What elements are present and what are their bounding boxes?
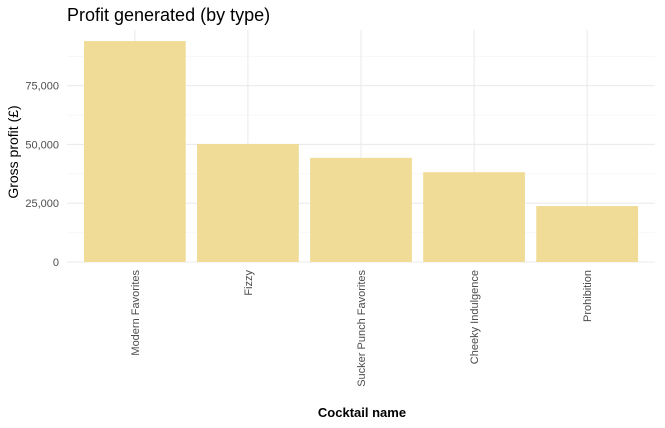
x-tick-label: Cheeky Indulgence: [469, 270, 481, 364]
y-axis-title: Gross profit (£): [5, 105, 21, 198]
x-axis-ticks: Modern Favorites Fizzy Sucker Punch Favori…: [130, 270, 594, 387]
bar: [423, 172, 525, 262]
x-tick-label: Fizzy: [243, 270, 255, 296]
bar-layer: [83, 41, 639, 262]
y-tick-label: 0: [53, 257, 59, 269]
y-tick-label: 50,000: [25, 139, 59, 151]
x-tick-label: Modern Favorites: [130, 270, 142, 356]
bar: [310, 157, 412, 262]
chart-title: Profit generated (by type): [67, 5, 270, 25]
y-tick-label: 75,000: [25, 81, 59, 93]
bar: [536, 206, 639, 262]
x-tick-label: Sucker Punch Favorites: [356, 270, 368, 387]
bar: [197, 144, 299, 262]
x-tick-label: Prohibition: [582, 270, 594, 322]
x-axis-title: Cocktail name: [318, 405, 406, 420]
y-tick-label: 25,000: [25, 198, 59, 210]
y-axis-ticks: 0 25,000 50,000 75,000: [25, 81, 59, 269]
bar: [83, 41, 186, 262]
